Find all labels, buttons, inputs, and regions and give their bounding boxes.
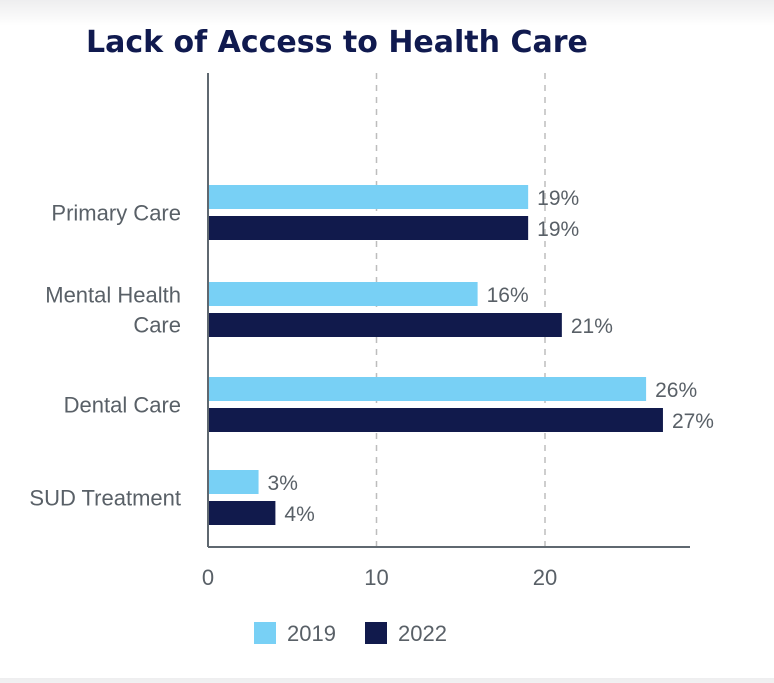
category-label-line: Care [133, 313, 181, 338]
data-label-2019-2: 26% [655, 379, 697, 402]
labels: 19% 16% 26% 3% 19% 21% 27% 4% 0 10 20 Primary Care M… [29, 187, 714, 590]
axes [207, 73, 690, 548]
data-label-2022-2: 27% [672, 410, 714, 433]
bar-2022-2 [208, 408, 663, 432]
category-label-3: SUD Treatment [29, 486, 181, 511]
data-label-2022-3: 4% [284, 503, 314, 526]
category-label-2: Dental Care [64, 393, 181, 418]
data-label-2019-3: 3% [268, 472, 298, 495]
legend-label-2022: 2022 [398, 621, 447, 646]
bar-2019-3 [208, 470, 259, 494]
legend-label-2019: 2019 [287, 621, 336, 646]
legend-swatch-2019 [254, 622, 276, 644]
legend-swatch-2022 [365, 622, 387, 644]
data-label-2019-0: 19% [537, 187, 579, 210]
bar-2022-0 [208, 216, 529, 240]
bar-2019-0 [208, 185, 529, 209]
category-label-line: Dental Care [64, 393, 181, 418]
bar-2019-1 [208, 282, 478, 306]
category-label-line: Primary Care [51, 201, 181, 226]
chart-title: Lack of Access to Health Care [86, 25, 588, 60]
data-label-2022-1: 21% [571, 315, 613, 338]
data-label-2019-1: 16% [487, 284, 529, 307]
legend: 2019 2022 [254, 621, 447, 646]
x-tick-label-10: 10 [364, 565, 388, 590]
bar-2019-2 [208, 377, 647, 401]
category-label-0: Primary Care [51, 201, 181, 226]
gridlines [375, 73, 546, 547]
bars [208, 185, 663, 525]
category-label-1: Mental Health Care [45, 283, 181, 338]
bar-2022-3 [208, 501, 276, 525]
bar-2022-1 [208, 313, 562, 337]
category-label-line: SUD Treatment [29, 486, 181, 511]
category-label-line: Mental Health [45, 283, 181, 308]
data-label-2022-0: 19% [537, 218, 579, 241]
x-tick-label-20: 20 [533, 565, 557, 590]
x-tick-label-0: 0 [202, 565, 214, 590]
